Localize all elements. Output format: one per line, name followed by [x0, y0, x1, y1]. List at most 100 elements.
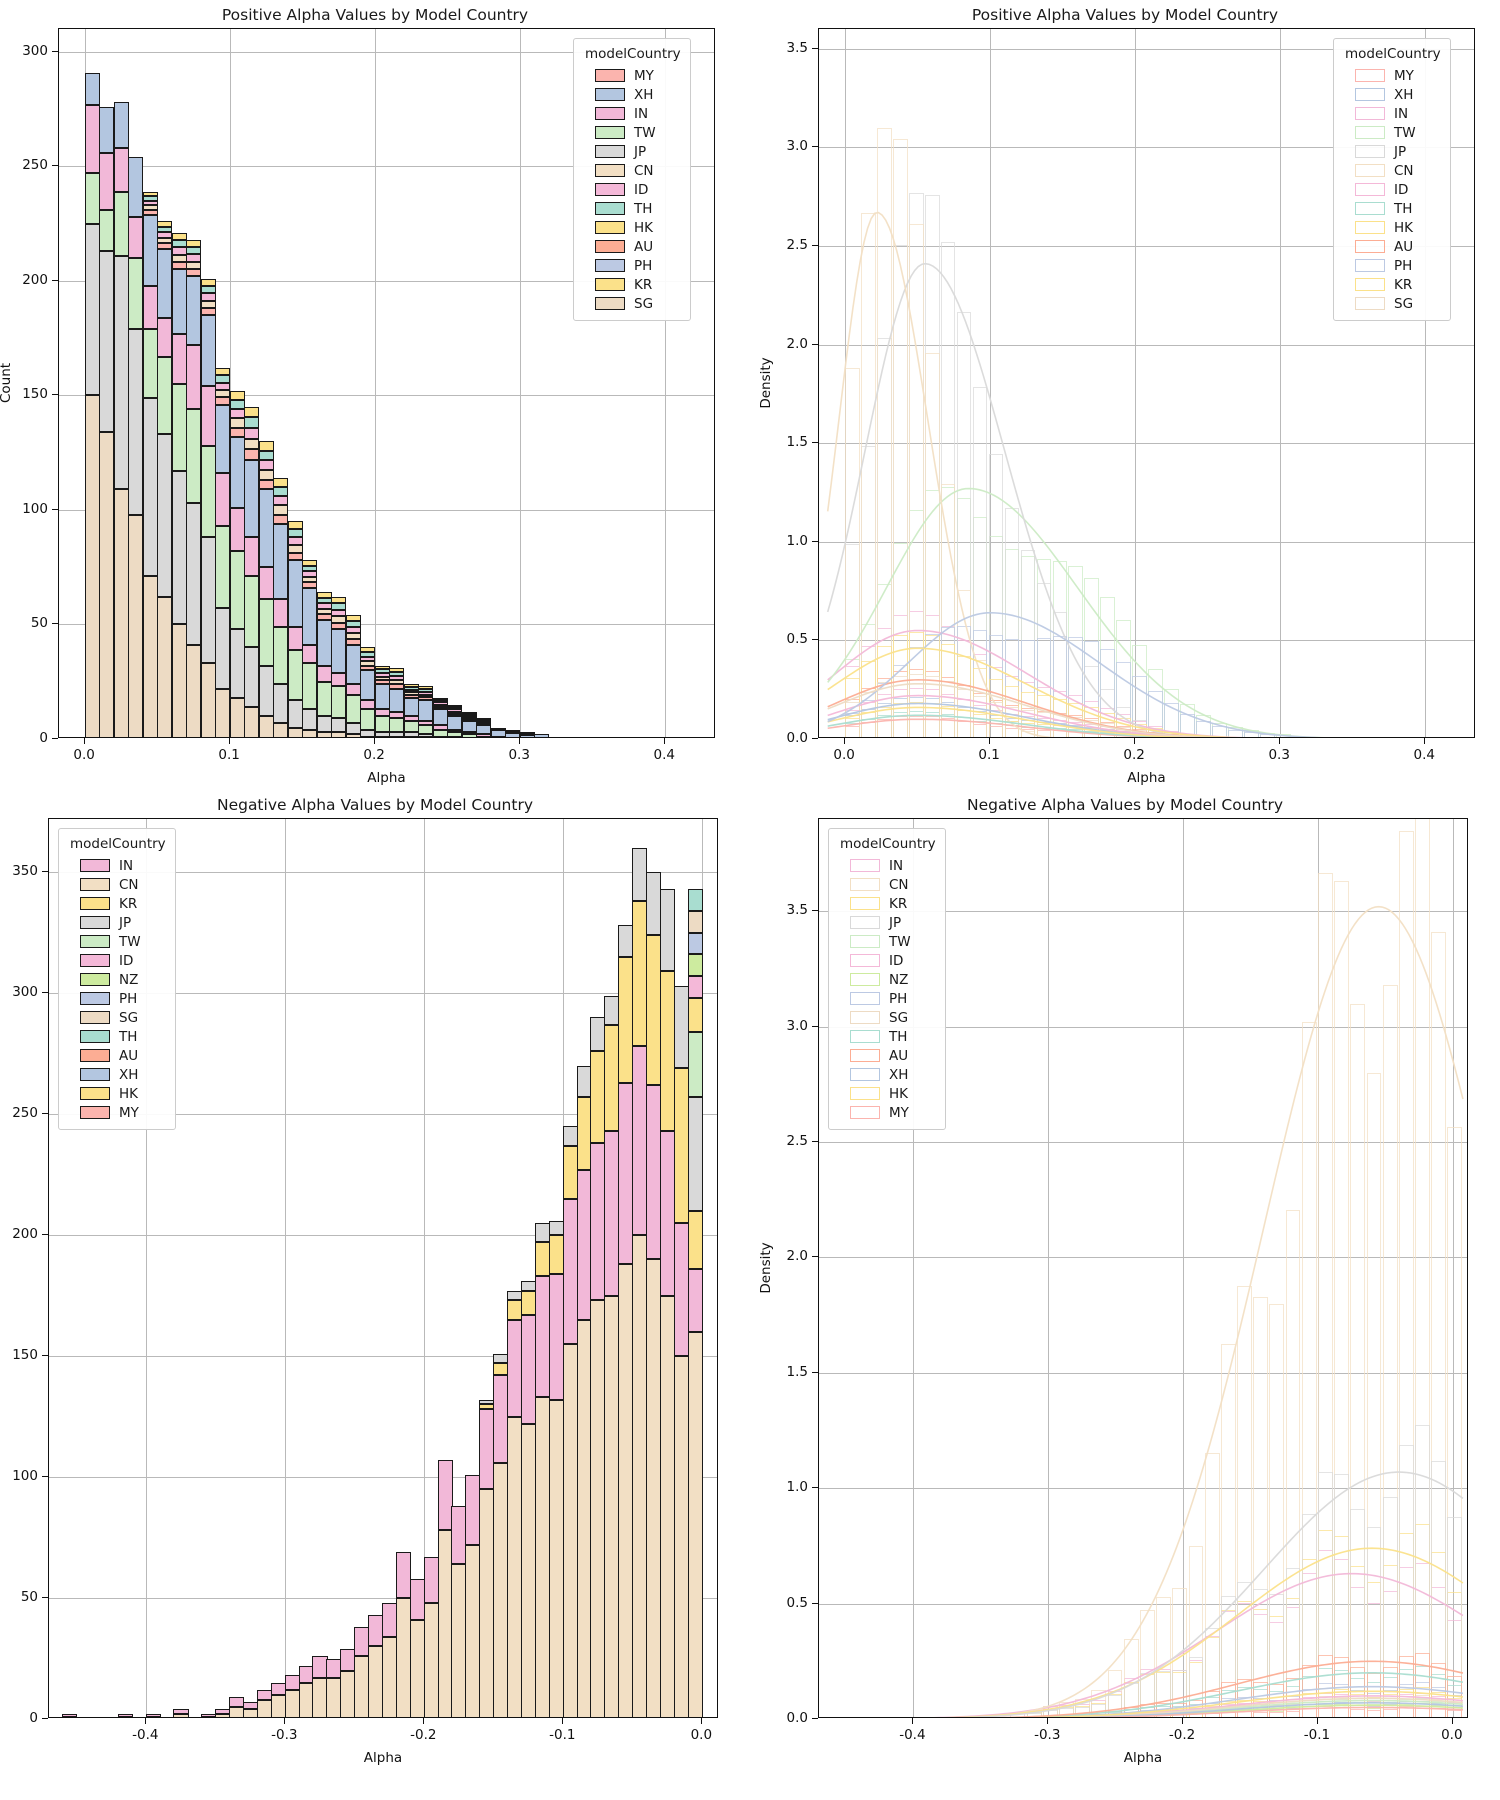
legend-item-TW[interactable]: TW	[838, 932, 936, 951]
y-tick-label: 250	[12, 1105, 38, 1122]
histogram-outline-bar	[1204, 1453, 1220, 1717]
gridline-vertical	[424, 819, 426, 1717]
legend-item-XH[interactable]: XH	[838, 1065, 936, 1084]
histogram-bar	[128, 157, 144, 217]
legend-item-TW[interactable]: TW	[68, 932, 166, 951]
y-tick-mark	[812, 1487, 818, 1489]
histogram-bar	[403, 695, 419, 698]
histogram-bar	[113, 191, 129, 256]
legend-top-left[interactable]: modelCountry MY XH IN TW JP CN ID TH HK AU PH KR SG	[573, 38, 691, 321]
y-tick-label: 0	[39, 730, 48, 746]
legend-item-HK[interactable]: HK	[838, 1084, 936, 1103]
legend-item-PH[interactable]: PH	[583, 256, 681, 275]
legend-item-MY[interactable]: MY	[838, 1103, 936, 1122]
legend-item-JP[interactable]: JP	[583, 142, 681, 161]
legend-top-right[interactable]: modelCountry MY XH IN TW JP CN ID TH HK AU PH KR SG	[1333, 38, 1451, 321]
legend-item-CN[interactable]: CN	[583, 161, 681, 180]
legend-item-IN[interactable]: IN	[1343, 104, 1441, 123]
legend-item-MY[interactable]: MY	[68, 1103, 166, 1122]
legend-item-CN[interactable]: CN	[68, 875, 166, 894]
legend-item-TW[interactable]: TW	[1343, 123, 1441, 142]
legend-item-AU[interactable]: AU	[583, 237, 681, 256]
legend-item-JP[interactable]: JP	[1343, 142, 1441, 161]
y-tick-label: 250	[22, 157, 48, 174]
legend-item-JP[interactable]: JP	[68, 913, 166, 932]
legend-item-SG[interactable]: SG	[838, 1008, 936, 1027]
y-tick-label: 1.0	[786, 532, 808, 549]
legend-bottom-right[interactable]: modelCountry IN CN KR JP TW ID NZ PH SG TH AU XH HK MY	[828, 828, 946, 1130]
gridline-horizontal	[819, 344, 1474, 346]
legend-swatch-ID	[595, 183, 625, 196]
histogram-bar	[244, 417, 260, 428]
legend-item-HK[interactable]: HK	[68, 1084, 166, 1103]
legend-bottom-left[interactable]: modelCountry IN CN KR JP TW ID NZ PH SG TH AU XH HK MY	[58, 828, 176, 1130]
legend-item-AU[interactable]: AU	[1343, 237, 1441, 256]
legend-item-ID[interactable]: ID	[1343, 180, 1441, 199]
histogram-bar	[360, 670, 376, 701]
gridline-horizontal	[819, 1372, 1467, 1374]
legend-item-HK[interactable]: HK	[583, 218, 681, 237]
legend-item-TH[interactable]: TH	[1343, 199, 1441, 218]
legend-item-SG[interactable]: SG	[1343, 294, 1441, 313]
histogram-outline-bar	[1164, 703, 1179, 737]
legend-item-SG[interactable]: SG	[583, 294, 681, 313]
legend-label-TW: TW	[1394, 124, 1416, 141]
legend-item-IN[interactable]: IN	[583, 104, 681, 123]
legend-item-ID[interactable]: ID	[583, 180, 681, 199]
legend-label-AU: AU	[119, 1047, 139, 1064]
legend-item-XH[interactable]: XH	[583, 85, 681, 104]
legend-item-JP[interactable]: JP	[838, 913, 936, 932]
histogram-outline-bar	[1366, 1527, 1382, 1717]
legend-item-TH[interactable]: TH	[583, 199, 681, 218]
legend-item-CN[interactable]: CN	[838, 875, 936, 894]
legend-item-TH[interactable]: TH	[68, 1027, 166, 1046]
legend-item-MY[interactable]: MY	[1343, 66, 1441, 85]
x-tick-label: 0.2	[363, 747, 385, 763]
legend-item-AU[interactable]: AU	[68, 1046, 166, 1065]
legend-item-PH[interactable]: PH	[838, 989, 936, 1008]
legend-label-KR: KR	[1394, 276, 1413, 293]
legend-swatch-TH	[1355, 202, 1385, 215]
legend-item-CN[interactable]: CN	[1343, 161, 1441, 180]
legend-item-NZ[interactable]: NZ	[838, 970, 936, 989]
histogram-bar	[171, 254, 187, 263]
legend-item-NZ[interactable]: NZ	[68, 970, 166, 989]
histogram-bar	[273, 505, 289, 515]
legend-item-XH[interactable]: XH	[68, 1065, 166, 1084]
x-tick-label: -0.1	[1303, 1727, 1331, 1743]
y-tick-label: 300	[22, 42, 48, 59]
legend-swatch-KR	[1355, 278, 1385, 291]
legend-item-ID[interactable]: ID	[68, 951, 166, 970]
y-axis-label: Density	[758, 1242, 774, 1294]
legend-item-TW[interactable]: TW	[583, 123, 681, 142]
legend-swatch-PH	[1355, 259, 1385, 272]
legend-item-KR[interactable]: KR	[68, 894, 166, 913]
legend-item-SG[interactable]: SG	[68, 1008, 166, 1027]
legend-item-PH[interactable]: PH	[1343, 256, 1441, 275]
kde-curve-CN	[826, 211, 1055, 737]
histogram-outline-bar	[908, 673, 924, 737]
legend-item-ID[interactable]: ID	[838, 951, 936, 970]
legend-item-IN[interactable]: IN	[68, 856, 166, 875]
legend-item-KR[interactable]: KR	[838, 894, 936, 913]
kde-curve-SG	[1049, 1697, 1463, 1717]
legend-item-KR[interactable]: KR	[1343, 275, 1441, 294]
legend-item-IN[interactable]: IN	[838, 856, 936, 875]
histogram-outline-bar	[1227, 729, 1243, 737]
legend-item-HK[interactable]: HK	[1343, 218, 1441, 237]
legend-swatch-PH	[80, 992, 110, 1005]
histogram-bar	[229, 629, 245, 698]
legend-item-XH[interactable]: XH	[1343, 85, 1441, 104]
histogram-outline-bar	[1285, 1567, 1301, 1717]
legend-item-MY[interactable]: MY	[583, 66, 681, 85]
gridline-vertical	[1135, 29, 1137, 737]
legend-item-PH[interactable]: PH	[68, 989, 166, 1008]
histogram-bar	[447, 709, 463, 712]
legend-item-TH[interactable]: TH	[838, 1027, 936, 1046]
legend-item-AU[interactable]: AU	[838, 1046, 936, 1065]
histogram-outline-bar	[845, 701, 860, 737]
legend-label-SG: SG	[119, 1009, 139, 1026]
legend-item-KR[interactable]: KR	[583, 275, 681, 294]
histogram-bar	[157, 237, 173, 244]
histogram-bar	[447, 729, 463, 733]
